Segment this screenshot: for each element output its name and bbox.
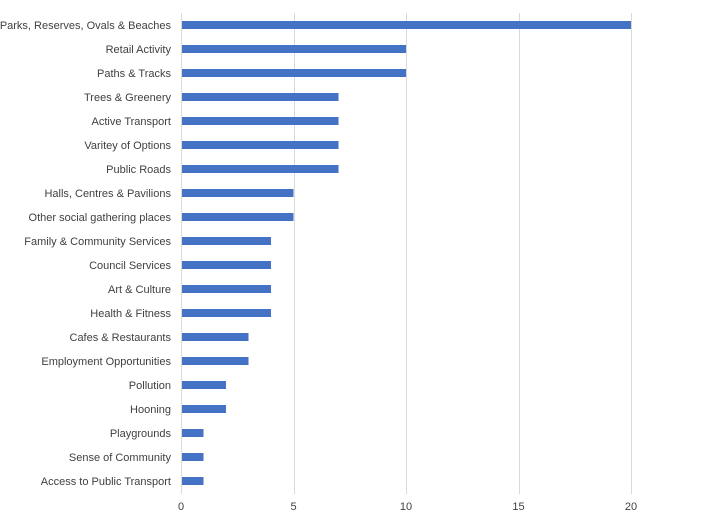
bar bbox=[182, 261, 271, 269]
category-label: Family & Community Services bbox=[24, 236, 171, 248]
category-label: Active Transport bbox=[92, 116, 171, 128]
category-label: Other social gathering places bbox=[29, 212, 172, 224]
bar bbox=[182, 429, 204, 437]
x-tick-label: 20 bbox=[625, 501, 637, 513]
bar bbox=[182, 141, 339, 149]
category-label: Council Services bbox=[89, 260, 171, 272]
bars bbox=[182, 21, 631, 485]
bar bbox=[182, 477, 204, 485]
category-label: Public Roads bbox=[106, 164, 171, 176]
bar bbox=[182, 93, 339, 101]
category-label: Retail Activity bbox=[106, 44, 172, 56]
category-label: Playgrounds bbox=[110, 428, 172, 440]
bar bbox=[182, 357, 249, 365]
x-tick-label: 10 bbox=[400, 501, 412, 513]
category-label: Varitey of Options bbox=[84, 140, 171, 152]
bar bbox=[182, 45, 406, 53]
x-tick-label: 5 bbox=[290, 501, 296, 513]
x-tick-labels: 0 5 10 15 20 bbox=[178, 501, 637, 513]
category-label: Cafes & Restaurants bbox=[70, 332, 172, 344]
category-label: Pollution bbox=[129, 380, 171, 392]
bar bbox=[182, 69, 406, 77]
x-tick-label: 0 bbox=[178, 501, 184, 513]
bar bbox=[182, 309, 271, 317]
bar bbox=[182, 213, 294, 221]
category-labels: Parks, Reserves, Ovals & Beaches Retail A… bbox=[0, 20, 171, 488]
bar bbox=[182, 453, 204, 461]
category-label: Parks, Reserves, Ovals & Beaches bbox=[0, 20, 171, 32]
bar bbox=[182, 333, 249, 341]
bar bbox=[182, 165, 339, 173]
bar bbox=[182, 405, 226, 413]
category-label: Sense of Community bbox=[69, 452, 172, 464]
bar bbox=[182, 117, 339, 125]
gridlines bbox=[294, 13, 632, 494]
x-tick-label: 15 bbox=[512, 501, 524, 513]
bar bbox=[182, 21, 631, 29]
category-label: Health & Fitness bbox=[90, 308, 171, 320]
bar bbox=[182, 189, 294, 197]
bar bbox=[182, 381, 226, 389]
category-label: Access to Public Transport bbox=[41, 476, 171, 488]
bar bbox=[182, 237, 271, 245]
category-label: Employment Opportunities bbox=[41, 356, 171, 368]
category-label: Paths & Tracks bbox=[97, 68, 171, 80]
category-label: Hooning bbox=[130, 404, 171, 416]
category-label: Halls, Centres & Pavilions bbox=[44, 188, 171, 200]
category-label: Art & Culture bbox=[108, 284, 171, 296]
bar bbox=[182, 285, 271, 293]
category-label: Trees & Greenery bbox=[84, 92, 172, 104]
